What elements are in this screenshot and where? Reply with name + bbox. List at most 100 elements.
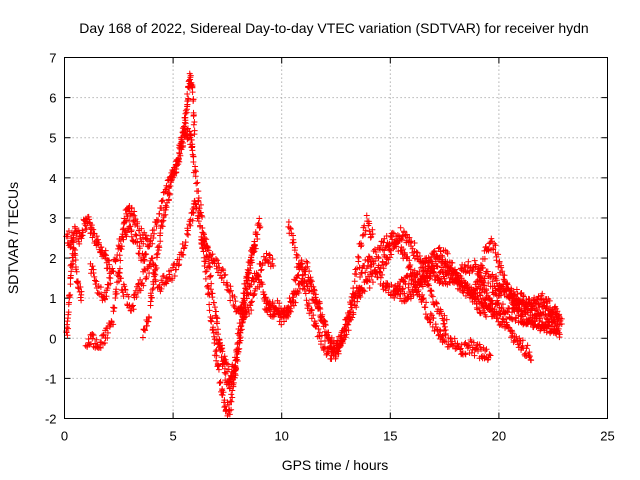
data-point — [173, 162, 180, 169]
data-point — [396, 283, 403, 290]
data-point — [104, 334, 111, 341]
data-point — [166, 190, 173, 197]
data-point — [116, 269, 123, 276]
data-point — [133, 232, 140, 239]
data-point — [470, 294, 477, 301]
data-point — [159, 223, 166, 230]
data-point — [68, 268, 75, 275]
data-point — [171, 166, 178, 173]
data-point — [165, 183, 172, 190]
data-point — [328, 334, 335, 341]
data-point — [415, 287, 422, 294]
data-point — [76, 240, 83, 247]
data-point — [234, 350, 241, 357]
y-tick-label: 5 — [49, 131, 56, 146]
data-point — [352, 266, 359, 273]
data-point — [199, 213, 206, 220]
data-point — [70, 245, 77, 252]
data-point — [156, 281, 163, 288]
data-point — [209, 326, 216, 333]
data-point — [481, 299, 488, 306]
data-point — [496, 258, 503, 265]
data-point — [487, 352, 494, 359]
data-point — [153, 223, 160, 230]
data-point — [533, 315, 540, 322]
data-point — [320, 347, 327, 354]
data-point — [471, 257, 478, 264]
data-point — [126, 217, 133, 224]
data-point — [397, 224, 404, 231]
data-point — [432, 324, 439, 331]
data-point — [264, 309, 271, 316]
data-point — [355, 254, 362, 261]
data-point — [245, 267, 252, 274]
data-point — [160, 217, 167, 224]
data-point — [463, 282, 470, 289]
data-point — [153, 265, 160, 272]
y-tick-label: 1 — [49, 291, 56, 306]
data-point — [238, 303, 245, 310]
data-point — [269, 256, 276, 263]
data-point — [152, 266, 159, 273]
data-point — [212, 348, 219, 355]
data-point — [115, 278, 122, 285]
data-point — [226, 411, 233, 418]
data-point — [211, 304, 218, 311]
data-points — [63, 70, 565, 419]
data-point — [343, 331, 350, 338]
data-point — [260, 253, 267, 260]
data-point — [297, 262, 304, 269]
data-point — [483, 313, 490, 320]
data-point — [129, 211, 136, 218]
data-point — [150, 281, 157, 288]
data-point — [141, 266, 148, 273]
data-point — [182, 239, 189, 246]
data-point — [553, 330, 560, 337]
data-point — [195, 218, 202, 225]
data-point — [489, 271, 496, 278]
data-point — [248, 299, 255, 306]
data-point — [379, 259, 386, 266]
data-point — [509, 330, 516, 337]
data-point — [285, 218, 292, 225]
data-point — [330, 338, 337, 345]
data-point — [495, 263, 502, 270]
data-point — [262, 294, 269, 301]
data-point — [226, 379, 233, 386]
data-point — [65, 309, 72, 316]
data-point — [554, 328, 561, 335]
data-point — [247, 302, 254, 309]
data-point — [235, 309, 242, 316]
data-point — [414, 291, 421, 298]
data-point — [258, 266, 265, 273]
series-track-16 — [391, 244, 535, 364]
data-point — [200, 230, 207, 237]
data-point — [441, 312, 448, 319]
data-point — [229, 394, 236, 401]
data-point — [131, 212, 138, 219]
data-point — [441, 320, 448, 327]
data-point — [105, 257, 112, 264]
data-point — [523, 345, 530, 352]
data-point — [193, 180, 200, 187]
data-point — [127, 223, 134, 230]
data-point — [147, 290, 154, 297]
data-point — [528, 357, 535, 364]
data-point — [325, 335, 332, 342]
data-point — [353, 271, 360, 278]
data-point — [418, 276, 425, 283]
data-point — [163, 204, 170, 211]
data-point — [374, 274, 381, 281]
data-point — [321, 318, 328, 325]
data-point — [522, 305, 529, 312]
data-point — [436, 244, 443, 251]
data-point — [544, 316, 551, 323]
data-point — [72, 247, 79, 254]
data-point — [430, 249, 437, 256]
data-point — [185, 231, 192, 238]
data-point — [104, 285, 111, 292]
data-point — [366, 228, 373, 235]
y-tick-label: -2 — [45, 412, 57, 427]
data-point — [64, 233, 71, 240]
data-point — [66, 292, 73, 299]
